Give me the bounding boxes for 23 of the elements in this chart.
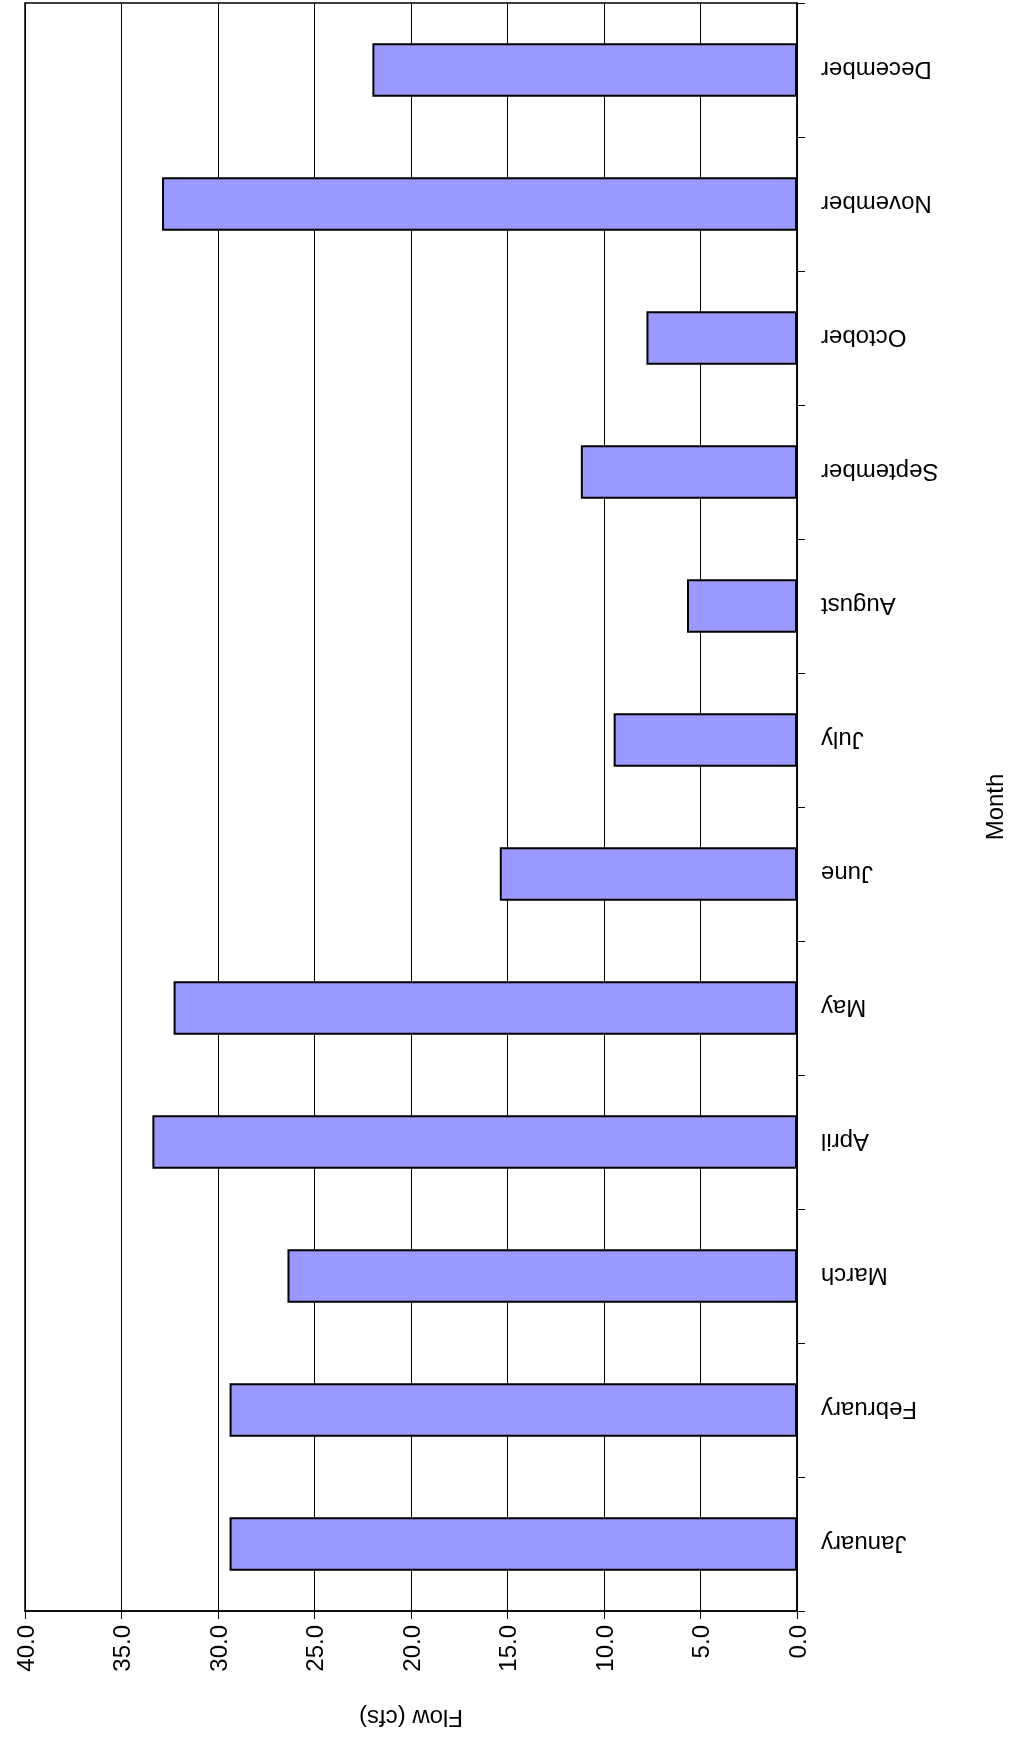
x-tick-label: 0.0	[783, 1625, 811, 1659]
x-tick-label: 40.0	[11, 1625, 39, 1672]
y-tick-label: May	[821, 994, 867, 1022]
x-tick-label: 35.0	[108, 1625, 135, 1672]
y-tick-label: February	[821, 1396, 918, 1424]
x-tick-label: 15.0	[494, 1625, 521, 1672]
y-tick-label: April	[821, 1128, 870, 1156]
y-tick-label: October	[821, 324, 907, 352]
y-tick-label: December	[821, 56, 932, 84]
x-tick-label: 5.0	[687, 1625, 714, 1659]
y-tick-label: January	[821, 1530, 907, 1558]
y-tick-label: September	[821, 458, 939, 486]
y-axis-title: Month	[980, 773, 1008, 841]
x-tick-label: 10.0	[590, 1625, 618, 1672]
y-tick-label: July	[821, 726, 864, 754]
y-tick-label: August	[820, 592, 896, 620]
y-tick-label: November	[821, 190, 932, 218]
y-tick-label: June	[821, 860, 874, 888]
x-tick-label: 20.0	[397, 1625, 425, 1672]
x-tick-label: 30.0	[204, 1625, 232, 1672]
x-axis-title: Flow (cfs)	[359, 1704, 463, 1732]
x-tick-label: 25.0	[301, 1625, 328, 1672]
y-tick-label: March	[821, 1262, 888, 1290]
